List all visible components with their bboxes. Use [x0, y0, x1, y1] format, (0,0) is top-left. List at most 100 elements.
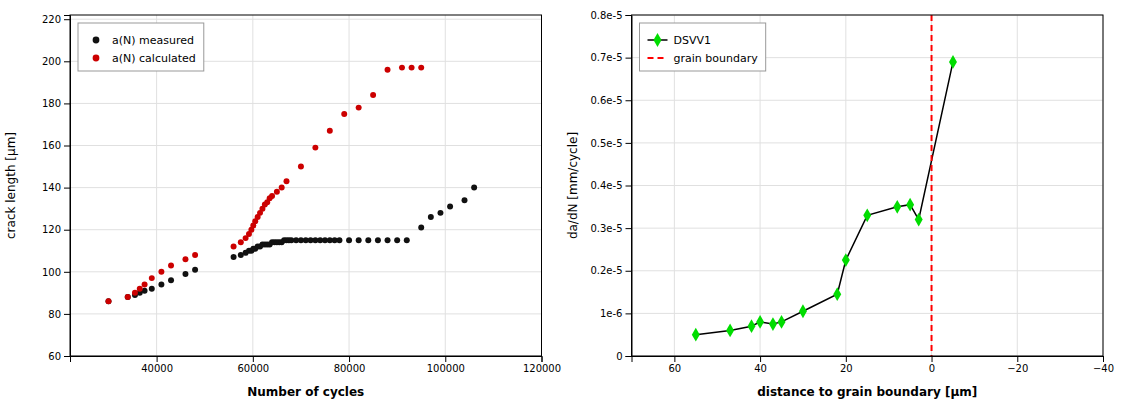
tick-label: −40 [1093, 363, 1114, 374]
tick: 0.8e-5 [590, 10, 631, 21]
point [125, 294, 131, 300]
tick-mark [626, 58, 632, 59]
tick: 100 [42, 267, 70, 278]
tick: 60 [668, 356, 681, 374]
series [692, 55, 957, 342]
tick: 160 [42, 140, 70, 151]
tick: 0.2e-5 [590, 265, 631, 276]
point [833, 287, 841, 301]
tick-mark [1103, 356, 1104, 362]
y-axis-title: crack length [μm] [4, 132, 18, 239]
tick-label: 120 [42, 224, 61, 235]
point [471, 185, 477, 191]
point [158, 269, 164, 275]
grid-line [445, 15, 446, 356]
point [274, 189, 280, 195]
legend-symbol [654, 33, 662, 47]
point [149, 286, 155, 292]
grid-line [632, 228, 1104, 229]
tick-label: 0.5e-5 [590, 138, 622, 149]
tick-label: 0.8e-5 [590, 10, 622, 21]
point [418, 225, 424, 231]
axis-line [632, 357, 1104, 363]
tick-mark [64, 146, 70, 147]
point [409, 65, 415, 71]
tick: 0.5e-5 [590, 138, 631, 149]
point [893, 200, 901, 214]
tick-mark [253, 356, 254, 362]
point [125, 294, 131, 300]
tick-label: 0.6e-5 [590, 95, 622, 106]
point [182, 256, 188, 262]
tick: 0.3e-5 [590, 223, 631, 234]
point [346, 237, 352, 243]
point [428, 214, 434, 220]
tick-label: 0.3e-5 [590, 223, 622, 234]
grid-line [70, 271, 542, 272]
tick: 1e-6 [600, 308, 632, 319]
point [370, 92, 376, 98]
tick: 120 [42, 224, 70, 235]
legend-entry: a(N) measured [93, 34, 194, 47]
grid-line [70, 229, 542, 230]
tick-label: 140 [42, 182, 61, 193]
grid-line [349, 15, 350, 356]
tick-mark [64, 356, 70, 357]
point [365, 237, 371, 243]
x-axis: 6040200−20−40 [632, 356, 1114, 374]
point [726, 324, 734, 338]
point [192, 267, 198, 273]
point [394, 237, 400, 243]
tick-label: 100 [42, 267, 61, 278]
tick-label: 180 [42, 98, 61, 109]
grid-line [931, 15, 932, 356]
point [182, 271, 188, 277]
tick-label: 0.4e-5 [590, 180, 622, 191]
tick: 20 [840, 356, 853, 374]
point [756, 315, 764, 329]
tick: 180 [42, 98, 70, 109]
legend: DSVV1grain boundary [640, 23, 766, 71]
point [168, 277, 174, 283]
grid-line [252, 15, 253, 356]
point [799, 304, 807, 318]
point [399, 65, 405, 71]
tick-mark [64, 230, 70, 231]
legend-symbol [93, 37, 100, 44]
tick-mark [626, 100, 632, 101]
tick-label: 0.2e-5 [590, 265, 622, 276]
point [279, 185, 285, 191]
point [692, 328, 700, 342]
tick-label: 1e-6 [600, 308, 623, 319]
grid [70, 15, 542, 356]
point [385, 237, 391, 243]
line [696, 62, 953, 335]
point [336, 237, 342, 243]
point [447, 204, 453, 210]
tick: 100000 [427, 356, 465, 374]
point [356, 237, 362, 243]
tick-label: 120000 [523, 363, 561, 374]
point [106, 298, 112, 304]
point [327, 128, 333, 134]
tick: 120000 [523, 356, 561, 374]
grid-line [70, 313, 542, 314]
point [404, 237, 410, 243]
tick: −20 [1007, 356, 1028, 374]
legend-label: a(N) measured [112, 34, 194, 47]
point [418, 65, 424, 71]
y-axis: 6080100120140160180200220 [42, 14, 71, 362]
point [298, 164, 304, 170]
x-axis: 400006000080000100000120000 [71, 356, 562, 374]
point [385, 67, 391, 73]
plot-frame [632, 15, 1104, 356]
tick-label: −20 [1007, 363, 1028, 374]
legend-label: grain boundary [674, 52, 759, 65]
tick-label: 80000 [334, 363, 366, 374]
tick-label: 80 [48, 309, 61, 320]
tick-mark [64, 103, 70, 104]
tick: 0.4e-5 [590, 180, 631, 191]
point [158, 281, 164, 287]
tick-label: 40000 [141, 363, 173, 374]
tick: 80 [48, 309, 70, 320]
